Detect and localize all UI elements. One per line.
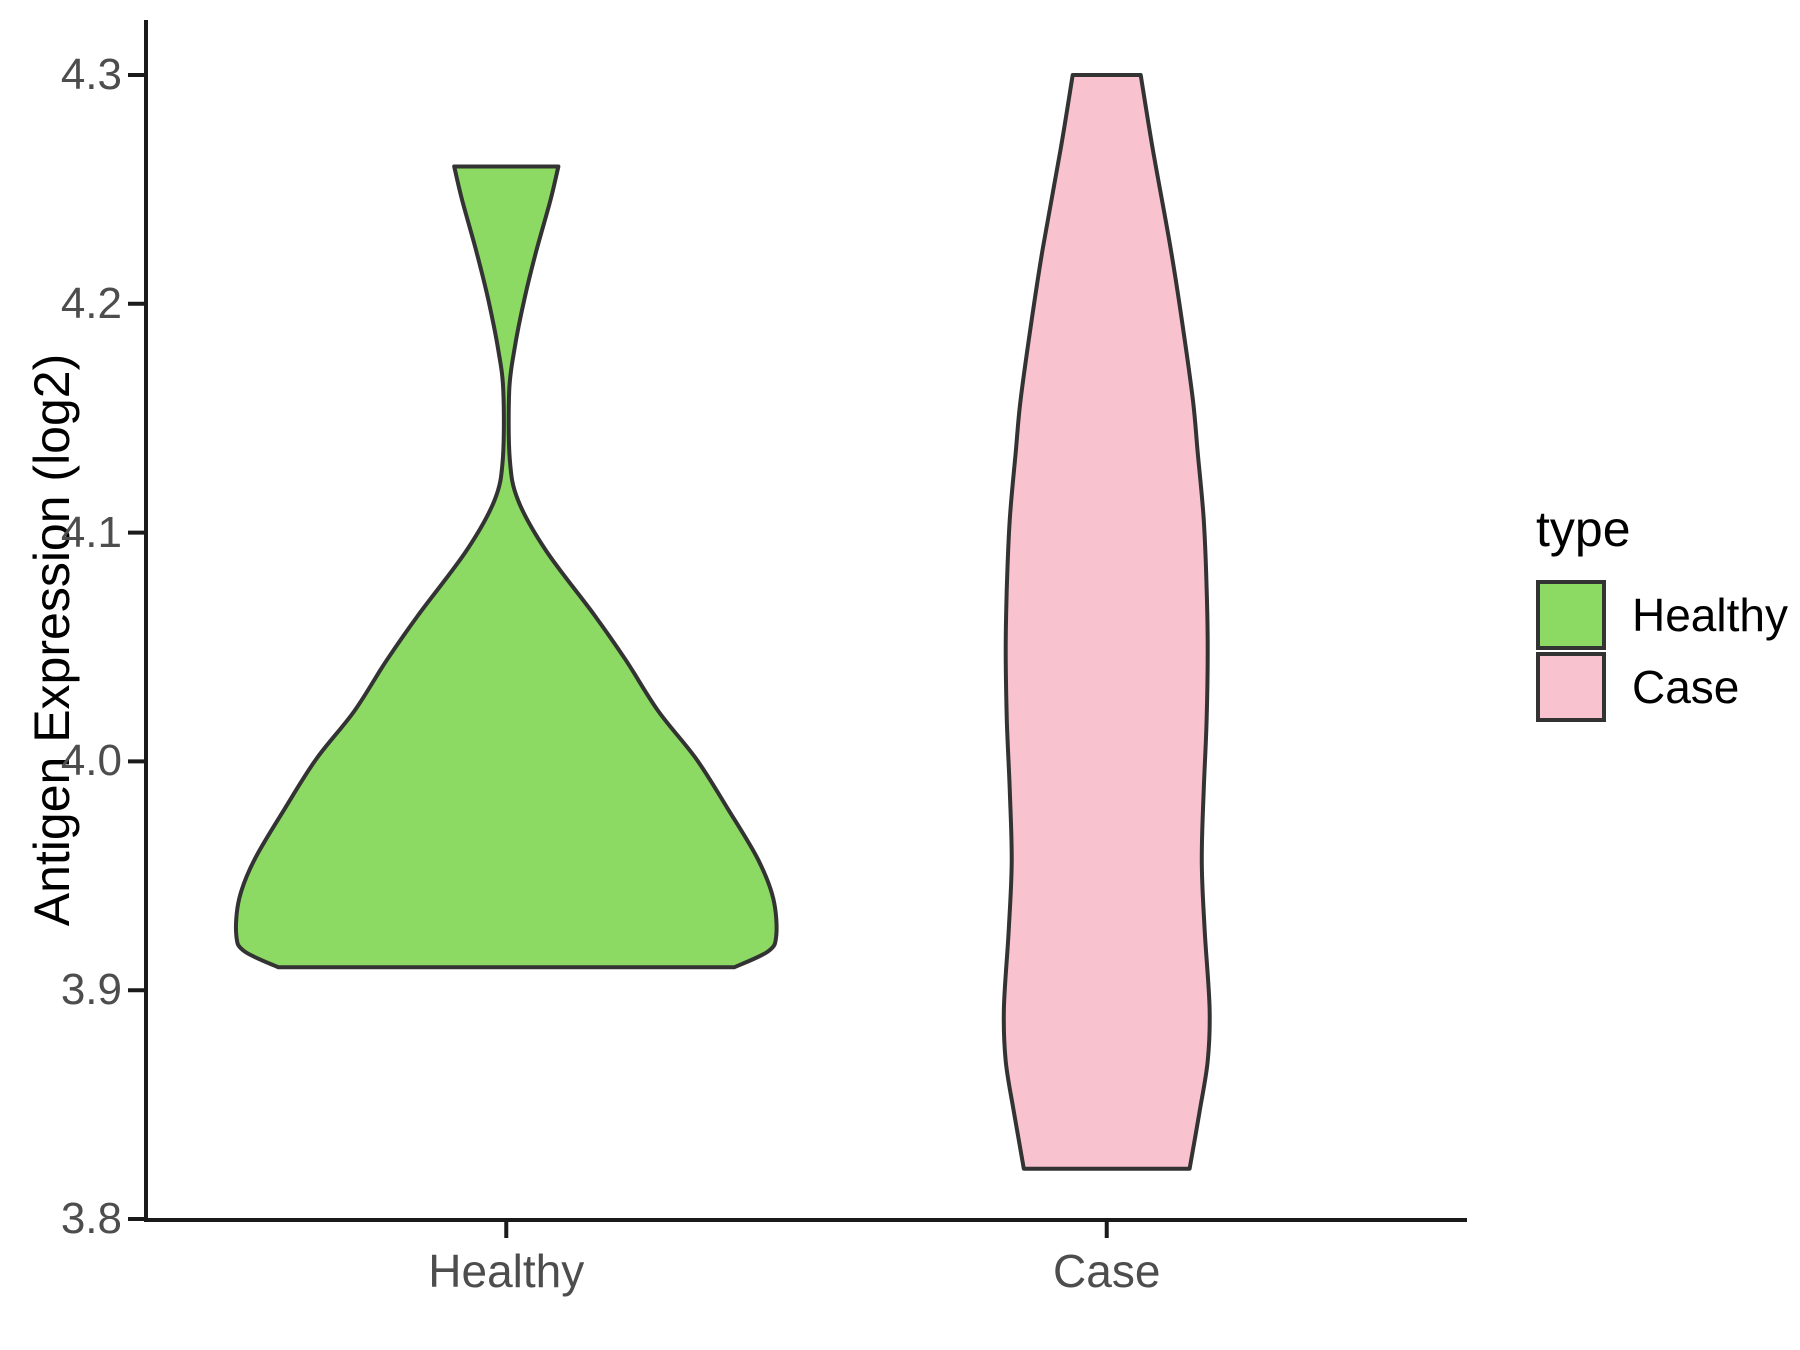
- y-tick-label: 4.1: [60, 507, 122, 557]
- violin-healthy: [233, 164, 779, 970]
- y-tick-label: 4.2: [60, 278, 122, 328]
- legend-entry: Case: [1536, 652, 1788, 722]
- y-tick-label: 3.9: [60, 965, 122, 1015]
- legend-title: type: [1536, 501, 1631, 557]
- ticks-group: [128, 73, 1109, 1238]
- x-category-label: Healthy: [428, 1245, 585, 1297]
- y-tick-label: 4.0: [60, 736, 122, 786]
- x-category-label: Case: [1053, 1245, 1161, 1297]
- violin-case: [1001, 73, 1212, 1171]
- violins-group: [233, 73, 1212, 1171]
- legend-entry: Healthy: [1536, 580, 1788, 650]
- legend: type Healthy Case: [1536, 500, 1788, 724]
- y-axis-title: Antigen Expression (log2): [24, 353, 80, 927]
- y-tick-label: 3.8: [60, 1194, 122, 1243]
- legend-entry-label: Healthy: [1632, 589, 1788, 641]
- legend-entries: Healthy Case: [1536, 580, 1788, 722]
- axes-group: [128, 20, 1467, 1238]
- legend-key-swatch: [1536, 580, 1606, 650]
- legend-entry-label: Case: [1632, 661, 1740, 713]
- legend-key-swatch: [1536, 652, 1606, 722]
- y-tick-label: 4.3: [60, 50, 122, 99]
